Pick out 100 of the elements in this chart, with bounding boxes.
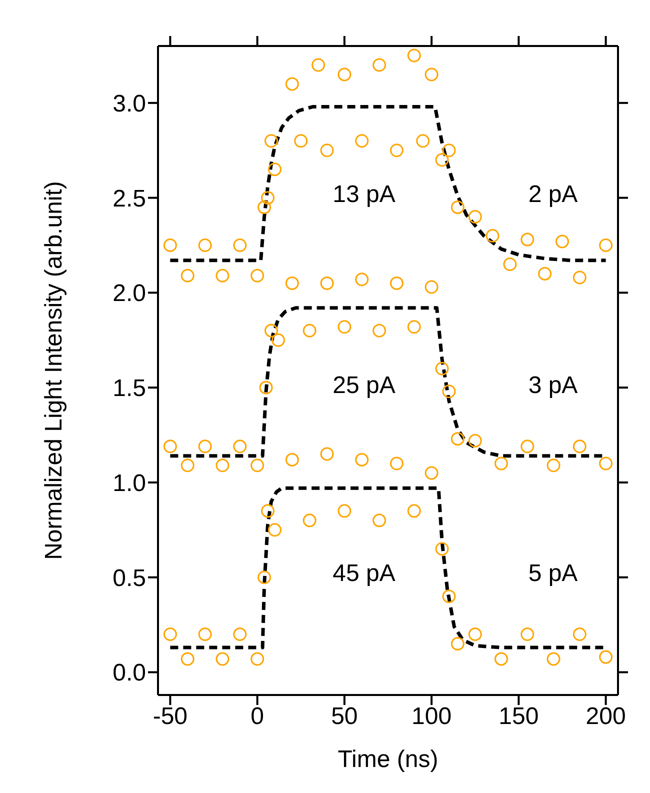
point	[424, 68, 438, 82]
point	[285, 276, 299, 290]
point	[268, 162, 282, 176]
point	[268, 523, 282, 537]
x-tick-label: 50	[331, 703, 358, 730]
point	[572, 628, 586, 642]
point	[233, 628, 247, 642]
point	[250, 458, 264, 472]
point	[546, 652, 560, 666]
point	[355, 134, 369, 148]
point	[198, 440, 212, 454]
point	[233, 238, 247, 252]
point	[320, 276, 334, 290]
point	[259, 380, 273, 394]
point	[302, 324, 316, 338]
y-tick-label: 2.0	[112, 280, 146, 308]
point	[198, 238, 212, 252]
y-tick-label: 0.0	[112, 660, 146, 687]
point	[520, 232, 534, 246]
x-axis-title: Time (ns)	[338, 746, 438, 773]
y-tick-label: 0.5	[112, 564, 146, 592]
point	[450, 200, 464, 214]
x-tick-label: 100	[412, 703, 452, 730]
point	[285, 77, 299, 91]
point	[390, 456, 404, 470]
point	[163, 628, 177, 642]
y-tick-label: 2.5	[112, 185, 146, 212]
x-tick-label: 0	[250, 703, 264, 730]
point	[355, 272, 369, 286]
point	[450, 637, 464, 651]
point	[264, 324, 278, 338]
point	[338, 320, 352, 334]
point	[271, 333, 285, 347]
point	[216, 458, 230, 472]
point	[180, 458, 194, 472]
annotation: 3 pA	[527, 372, 579, 400]
point	[294, 134, 308, 148]
point	[372, 514, 386, 528]
point	[372, 58, 386, 72]
point	[261, 191, 275, 205]
point	[180, 268, 194, 282]
point	[520, 440, 534, 454]
point	[302, 514, 316, 528]
point	[599, 650, 613, 664]
point	[261, 504, 275, 518]
point	[435, 542, 449, 556]
x-tick-label: 200	[586, 703, 626, 730]
point	[468, 210, 482, 224]
point	[494, 652, 508, 666]
point	[355, 452, 369, 466]
point	[599, 456, 613, 470]
x-tick-label: -50	[152, 703, 188, 730]
point	[435, 362, 449, 376]
point	[250, 268, 264, 282]
point	[468, 434, 482, 448]
point	[555, 234, 569, 248]
point	[442, 590, 456, 604]
x-tick-label: 150	[498, 703, 539, 730]
point	[407, 320, 421, 334]
point	[320, 144, 334, 158]
annotation: 2 pA	[527, 181, 579, 209]
point	[424, 466, 438, 480]
point	[442, 384, 456, 398]
point	[338, 68, 352, 82]
point	[520, 628, 534, 642]
point	[258, 570, 272, 584]
point	[572, 440, 586, 454]
point	[390, 144, 404, 158]
point	[258, 200, 272, 214]
point	[180, 652, 194, 666]
line-series	[168, 104, 608, 262]
point	[163, 238, 177, 252]
point	[486, 229, 500, 243]
point	[163, 440, 177, 454]
point	[216, 652, 230, 666]
point	[599, 238, 613, 252]
point	[338, 504, 352, 518]
point	[312, 58, 326, 72]
y-tick-label: 3.0	[112, 90, 146, 118]
y-tick-label: 1.5	[112, 375, 146, 402]
point	[390, 276, 404, 290]
point	[468, 628, 482, 642]
annotation: 45 pA	[332, 560, 396, 588]
point	[442, 144, 456, 158]
point	[416, 134, 430, 148]
point	[372, 324, 386, 338]
annotation: 13 pA	[332, 181, 396, 209]
point	[285, 452, 299, 466]
point	[320, 447, 334, 461]
point	[435, 153, 449, 167]
y-tick-label: 1.0	[112, 470, 146, 497]
annotation: 25 pA	[332, 372, 396, 400]
point	[216, 268, 230, 282]
point	[264, 134, 278, 148]
point	[250, 652, 264, 666]
point	[572, 270, 586, 284]
point	[546, 458, 560, 472]
point	[450, 432, 464, 446]
point	[494, 456, 508, 470]
point	[233, 440, 247, 454]
